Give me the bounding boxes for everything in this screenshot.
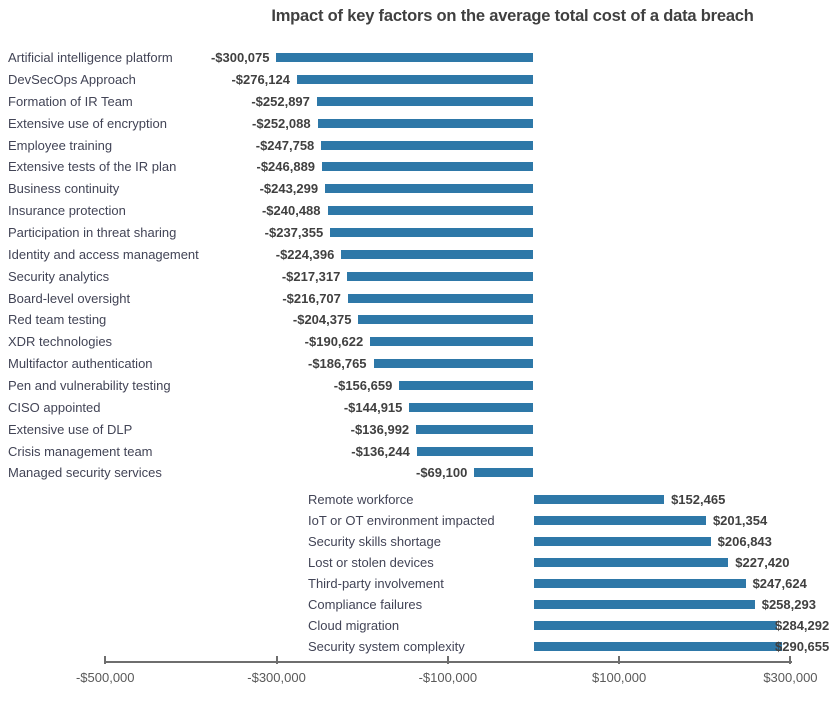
category-label: Security skills shortage [308,534,441,549]
value-label: -$217,317 [281,268,341,284]
bar [296,74,534,84]
category-label: Lost or stolen devices [308,555,434,570]
bar [276,53,534,63]
category-label: Pen and vulnerability testing [8,378,171,393]
category-label: Insurance protection [8,203,126,219]
x-axis-tick [446,656,449,664]
bar [533,516,706,525]
value-label: $290,655 [775,639,830,654]
value-label: -$69,100 [416,465,468,481]
value-label: -$186,765 [307,356,367,372]
value-label: -$190,622 [304,334,364,350]
bar [416,446,534,456]
bar [317,118,534,128]
bar [341,249,534,259]
category-label: Extensive use of DLP [8,421,133,437]
bar [409,402,534,412]
value-label: $258,293 [761,597,816,612]
value-label: -$300,075 [210,50,270,66]
value-label: $206,843 [717,534,772,549]
value-label: -$224,396 [275,246,335,262]
category-label: Red team testing [8,312,107,328]
value-label: -$247,758 [255,137,315,153]
bar [322,162,534,172]
x-axis-tick [789,656,792,664]
value-label: -$237,355 [264,224,324,240]
bar [416,424,534,434]
category-label: XDR technologies [8,334,113,350]
x-axis-tick [275,656,278,664]
value-label: -$276,124 [231,71,290,87]
category-label: Security analytics [8,268,110,284]
value-label: -$246,889 [256,159,316,175]
bar [370,337,534,347]
x-axis-tick-label: -$300,000 [247,670,306,685]
bar [399,381,534,390]
bar [347,293,534,303]
category-label: IoT or OT environment impacted [308,513,495,528]
category-label: Cloud migration [308,618,400,633]
category-label: Compliance failures [308,597,423,612]
bar [533,642,783,651]
bar [316,96,534,106]
value-label: -$216,707 [282,290,341,306]
chart-title: Impact of key factors on the average tot… [271,7,754,25]
value-label: $284,292 [775,618,830,633]
x-axis-tick-label: $300,000 [763,670,818,685]
category-label: Crisis management team [8,443,153,459]
value-label: $152,465 [671,492,726,507]
x-axis-tick-label: $100,000 [592,670,647,685]
bar [533,537,711,546]
bar [533,621,777,630]
category-label: Identity and access management [8,246,199,262]
bar [327,206,534,216]
value-label: $201,354 [712,513,768,528]
category-label: Business continuity [8,181,120,197]
bar [330,227,534,237]
value-label: -$136,244 [351,443,410,459]
bar [533,600,755,609]
x-axis-line [105,661,793,663]
category-label: Artificial intelligence platform [8,50,173,66]
category-label: Extensive tests of the IR plan [8,159,177,175]
category-label: Employee training [8,137,113,153]
bar [373,359,534,369]
bar [321,140,534,150]
bar [533,579,746,588]
value-label: -$243,299 [259,181,319,197]
bar [474,468,534,478]
category-label: CISO appointed [8,399,101,415]
bar [533,495,665,504]
bar [358,315,534,325]
category-label: Multifactor authentication [8,356,153,372]
category-label: Remote workforce [308,492,414,507]
category-label: Formation of IR Team [8,93,133,109]
value-label: -$240,488 [261,203,321,219]
value-label: -$144,915 [343,399,403,415]
bar [347,271,534,281]
category-label: Extensive use of encryption [8,115,167,131]
value-label: -$252,897 [251,93,310,109]
bar [533,558,729,567]
x-axis-tick-label: -$500,000 [75,670,135,685]
value-label: -$252,088 [252,115,311,131]
value-label: -$204,375 [292,312,352,328]
value-label: $247,624 [752,576,807,591]
category-label: Security system complexity [308,639,465,654]
x-axis-tick [104,656,107,664]
category-label: Board-level oversight [8,290,131,306]
value-label: -$136,992 [350,421,410,437]
value-label: -$156,659 [333,378,393,393]
x-axis-tick [618,656,621,664]
category-label: DevSecOps Approach [8,71,136,87]
value-label: $227,420 [735,555,790,570]
bar [325,184,534,194]
category-label: Participation in threat sharing [8,224,177,240]
x-axis-tick-label: -$100,000 [418,670,478,685]
category-label: Managed security services [8,465,162,481]
category-label: Third-party involvement [308,576,444,591]
